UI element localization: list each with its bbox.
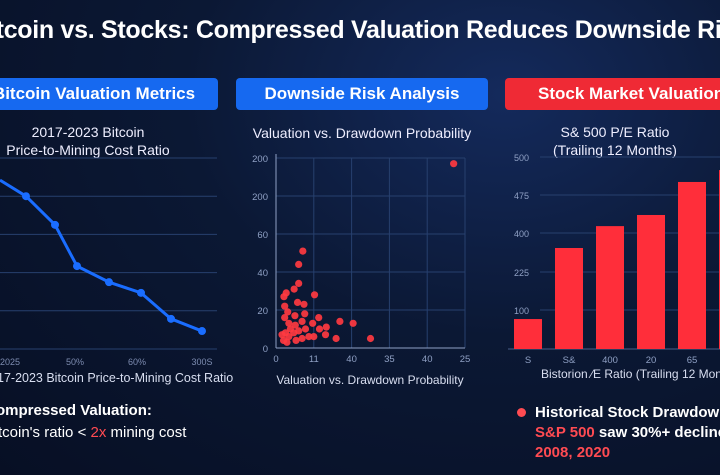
x-axis-label: Bistorion ⁄E Ratio (Trailing 12 Months) (541, 367, 720, 381)
scatter-point (295, 327, 303, 335)
y-tick-label: 20 (257, 306, 268, 317)
scatter-point (299, 247, 307, 255)
bar (596, 226, 624, 349)
scatter-point (315, 325, 324, 333)
page-title: Bitcoin vs. Stocks: Compressed Valuation… (0, 16, 720, 44)
y-tick-label: 40 (257, 268, 268, 279)
scatter-point (280, 293, 288, 301)
x-tick-label: 11 (309, 354, 319, 365)
bar-chart-title-line1: S& 500 P/E Ratio (560, 124, 670, 140)
left-note-highlight: 2x (90, 424, 107, 441)
y-tick-label: 500 (514, 153, 529, 163)
bar-chart-title: S& 500 P/E Ratio (Trailing 12 Months) (540, 123, 690, 159)
line-point (198, 327, 206, 336)
x-tick-label: 2025 (0, 357, 20, 367)
x-tick-label: 65 (687, 355, 698, 366)
y-tick-label: 225 (514, 268, 529, 278)
bar (678, 181, 706, 349)
left-note-text: tcoin's ratio < (0, 424, 91, 441)
scatter-point (291, 312, 299, 320)
x-tick-label: 25 (460, 354, 471, 365)
y-tick-label: 400 (514, 229, 529, 239)
y-tick-label: 100 (514, 306, 529, 316)
bar (555, 248, 583, 349)
scatter-point (332, 334, 340, 343)
bitcoin-valuation-metrics-button[interactable]: Bitcoin Valuation Metrics (0, 78, 218, 110)
scatter-point (310, 333, 318, 341)
scatter-point (286, 325, 294, 333)
scatter-point (349, 319, 357, 327)
line-chart-title-line1: 2017-2023 Bitcoin (31, 124, 145, 140)
scatter-point (293, 298, 302, 306)
line-chart-title-line2: Price-to-Mining Cost Ratio (6, 142, 170, 158)
scatter-point (336, 317, 344, 325)
x-tick-label: S& (563, 355, 576, 366)
right-note-line3: 2008, 2020 (535, 444, 611, 461)
y-tick-label: 60 (257, 230, 268, 241)
scatter-point (309, 319, 317, 327)
x-tick-label: 60% (128, 357, 146, 367)
y-tick-label: 200 (252, 154, 268, 165)
scatter-point (321, 331, 330, 339)
scatter-point (298, 334, 306, 343)
x-tick-label: 40 (422, 354, 433, 365)
x-tick-label: S (525, 355, 531, 366)
x-axis-label: 17-2023 Bitcoin Price-to-Mining Cost Rat… (0, 371, 233, 385)
x-axis-label: Valuation vs. Drawdown Probability (276, 373, 463, 387)
y-tick-label: 0 (263, 344, 268, 355)
left-note-text-end: mining cost (106, 424, 187, 441)
bar (637, 214, 665, 349)
scatter-point (301, 325, 310, 333)
x-tick-label: 400 (602, 355, 618, 366)
scatter-point (300, 300, 308, 308)
right-note-highlight: S&P 500 (535, 424, 595, 441)
scatter-point (322, 323, 330, 331)
line-point (22, 192, 30, 201)
scatter-chart-title: Valuation vs. Drawdown Probability (252, 125, 472, 141)
line-point (167, 314, 175, 323)
scatter-point (310, 291, 319, 299)
scatter-point (284, 308, 292, 316)
line-point (73, 262, 81, 271)
scatter-point (291, 321, 299, 329)
line-point (105, 278, 113, 287)
line-chart-title: 2017-2023 Bitcoin Price-to-Mining Cost R… (0, 123, 176, 159)
scatter-point (281, 314, 289, 322)
scatter-point (295, 260, 303, 268)
scatter-point (315, 314, 323, 322)
right-note-line1: Historical Stock Drawdowns: (535, 404, 720, 421)
scatter-point (295, 279, 303, 287)
x-tick-label: 35 (384, 354, 395, 365)
scatter-point (292, 336, 300, 344)
left-note-line1: ompressed Valuation: (0, 402, 152, 419)
y-tick-label: 200 (252, 192, 268, 203)
line-point (137, 288, 145, 297)
x-tick-label: 20 (646, 355, 657, 366)
scatter-point (301, 310, 309, 318)
scatter-point (298, 317, 306, 325)
bar (514, 319, 542, 349)
right-note-text: saw 30%+ declines (598, 424, 720, 441)
downside-risk-analysis-button[interactable]: Downside Risk Analysis (236, 78, 488, 110)
line-point (51, 220, 59, 229)
x-tick-label: 300S (191, 357, 212, 367)
right-note-line2: S&P 500 saw 30%+ declines (535, 422, 720, 443)
left-note-line2: tcoin's ratio < 2x mining cost (0, 422, 186, 443)
bullet-icon (517, 408, 526, 417)
y-tick-label: 475 (514, 191, 529, 201)
scatter-point (281, 302, 289, 310)
x-tick-label: 40 (346, 354, 357, 365)
scatter-point (278, 331, 286, 339)
scatter-point (283, 338, 291, 346)
bar-chart-title-line2: (Trailing 12 Months) (553, 142, 677, 158)
scatter-point (290, 285, 298, 293)
x-tick-label: 0 (273, 354, 278, 365)
scatter-point (366, 334, 375, 343)
stock-market-valuation-button[interactable]: Stock Market Valuation (505, 78, 720, 110)
line-series (0, 178, 203, 333)
scatter-point (450, 160, 458, 168)
scatter-point (285, 319, 293, 327)
x-tick-label: 50% (66, 357, 84, 367)
